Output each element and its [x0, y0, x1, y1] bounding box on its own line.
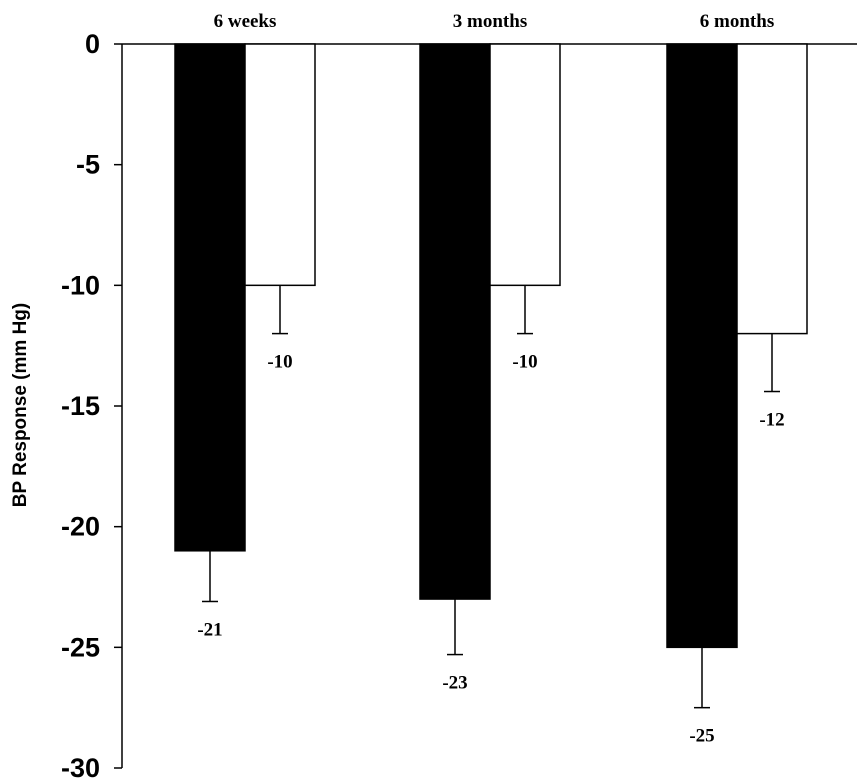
y-tick-label: -10 [61, 270, 100, 300]
category-label: 6 months [700, 11, 774, 32]
bar [489, 43, 561, 287]
category-label: 6 weeks [214, 11, 277, 32]
data-label: -23 [442, 673, 467, 694]
y-tick-label: -15 [61, 391, 100, 421]
data-label: -12 [759, 410, 784, 431]
labels: 6 weeks 3 months 6 months -21 -23 -25 -10 -10 -1… [197, 11, 784, 747]
data-label: -21 [197, 619, 222, 640]
y-tick-label: -20 [61, 512, 100, 542]
bar [666, 43, 738, 649]
data-label: -25 [689, 726, 714, 747]
category-label: 3 months [453, 11, 527, 32]
y-tick-label: -5 [76, 150, 100, 180]
bar [174, 43, 246, 552]
data-label: -10 [267, 352, 292, 373]
bar [244, 43, 316, 287]
y-tick-label: -30 [61, 753, 100, 781]
bar [419, 43, 491, 600]
bars [174, 43, 808, 709]
y-tick-label: 0 [85, 29, 100, 59]
y-axis-label: BP Response (mm Hg) [10, 303, 31, 507]
y-tick-label: -25 [61, 632, 100, 662]
bar [736, 43, 808, 335]
data-label: -10 [512, 352, 537, 373]
